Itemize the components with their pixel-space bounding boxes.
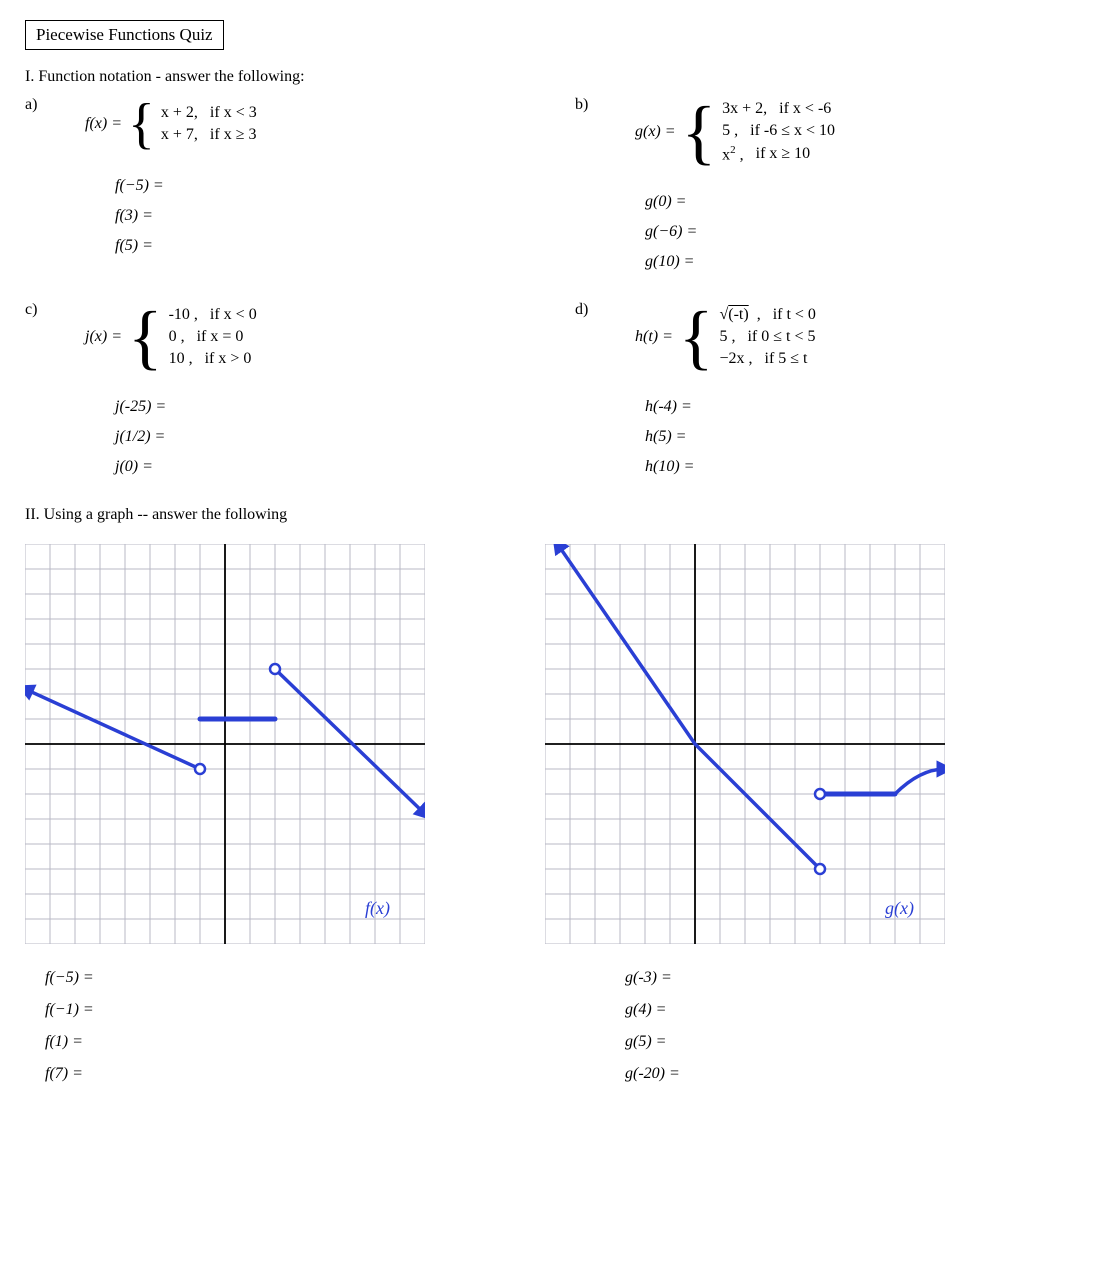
piece-row: 5 , if 0 ≤ t < 5 [719,328,815,346]
piece-cond: if x = 0 [197,328,244,346]
eval-line: f(1) = [45,1033,425,1051]
piece-row: 5 , if -6 ≤ x < 10 [722,122,835,140]
piece-row: −2x , if 5 ≤ t [719,350,815,368]
piece-expr: 10 , [169,350,193,368]
eval-line: g(5) = [625,1033,945,1051]
function-name: g(x) = [635,123,676,141]
problem-label: d) [575,301,588,319]
piece-expr: 3x + 2, [722,100,767,118]
piece-expr: 0 , [169,328,185,346]
piece-cond: if x < -6 [779,100,831,118]
eval-line: g(0) = [645,193,1085,211]
piece-expr: x + 2, [161,104,198,122]
brace-icon: { [128,96,155,152]
piece-row: 10 , if x > 0 [169,350,257,368]
piece-cond: if x > 0 [205,350,252,368]
piece-expr: √(-t) , [719,306,760,324]
problem-label: a) [25,96,37,114]
graph-g: g(x) [545,544,945,944]
problem-label: c) [25,301,37,319]
problems-grid: a) f(x) = { x + 2, if x < 3 x + 7, if x … [25,96,1085,476]
problem-b: b) g(x) = { 3x + 2, if x < -6 5 , if -6 … [575,96,1085,271]
eval-line: h(5) = [645,428,1085,446]
piece-expr: x + 7, [161,126,198,144]
eval-line: g(−6) = [645,223,1085,241]
svg-text:g(x): g(x) [885,898,914,919]
eval-line: j(0) = [115,458,535,476]
function-name: h(t) = [635,328,673,346]
eval-line: j(-25) = [115,398,535,416]
graphs-row: f(x) f(−5) = f(−1) = f(1) = f(7) = g(x) … [25,544,1085,1083]
eval-line: j(1/2) = [115,428,535,446]
section-1-heading: I. Function notation - answer the follow… [25,68,1085,86]
eval-line: f(7) = [45,1065,425,1083]
piece-row: √(-t) , if t < 0 [719,306,815,324]
eval-line: f(3) = [115,207,535,225]
piece-expr: 5 , [719,328,735,346]
eval-line: g(-3) = [625,969,945,987]
piece-cond: if x < 3 [210,104,257,122]
eval-line: g(-20) = [625,1065,945,1083]
page-title: Piecewise Functions Quiz [25,20,224,50]
piece-row: x2 , if x ≥ 10 [722,144,835,164]
piece-row: x + 7, if x ≥ 3 [161,126,257,144]
piece-cond: if t < 0 [773,306,816,324]
piece-row: 0 , if x = 0 [169,328,257,346]
piece-expr: -10 , [169,306,198,324]
eval-line: h(10) = [645,458,1085,476]
piece-cond: if x < 0 [210,306,257,324]
piece-row: x + 2, if x < 3 [161,104,257,122]
brace-icon: { [128,301,163,373]
eval-line: f(−5) = [115,177,535,195]
function-name: j(x) = [85,328,122,346]
graph-f: f(x) [25,544,425,944]
graph-g-block: g(x) g(-3) = g(4) = g(5) = g(-20) = [545,544,945,1083]
piece-cond: if 0 ≤ t < 5 [747,328,815,346]
piece-expr: x2 , [722,144,744,164]
piece-expr: 5 , [722,122,738,140]
piece-expr: −2x , [719,350,752,368]
problem-c: c) j(x) = { -10 , if x < 0 0 , if x = 0 … [25,301,535,476]
function-name: f(x) = [85,115,122,133]
section-2-heading: II. Using a graph -- answer the followin… [25,506,1085,524]
svg-text:f(x): f(x) [365,898,390,919]
eval-line: f(−1) = [45,1001,425,1019]
piece-cond: if -6 ≤ x < 10 [750,122,835,140]
graph-f-block: f(x) f(−5) = f(−1) = f(1) = f(7) = [25,544,425,1083]
brace-icon: { [682,96,717,168]
piece-row: -10 , if x < 0 [169,306,257,324]
piece-row: 3x + 2, if x < -6 [722,100,835,118]
piece-cond: if x ≥ 10 [756,145,811,163]
problem-d: d) h(t) = { √(-t) , if t < 0 5 , if 0 ≤ … [575,301,1085,476]
piece-cond: if x ≥ 3 [210,126,257,144]
eval-line: f(−5) = [45,969,425,987]
problem-a: a) f(x) = { x + 2, if x < 3 x + 7, if x … [25,96,535,271]
eval-line: f(5) = [115,237,535,255]
eval-line: g(10) = [645,253,1085,271]
eval-line: h(-4) = [645,398,1085,416]
eval-line: g(4) = [625,1001,945,1019]
brace-icon: { [679,301,714,373]
problem-label: b) [575,96,588,114]
piece-cond: if 5 ≤ t [765,350,808,368]
